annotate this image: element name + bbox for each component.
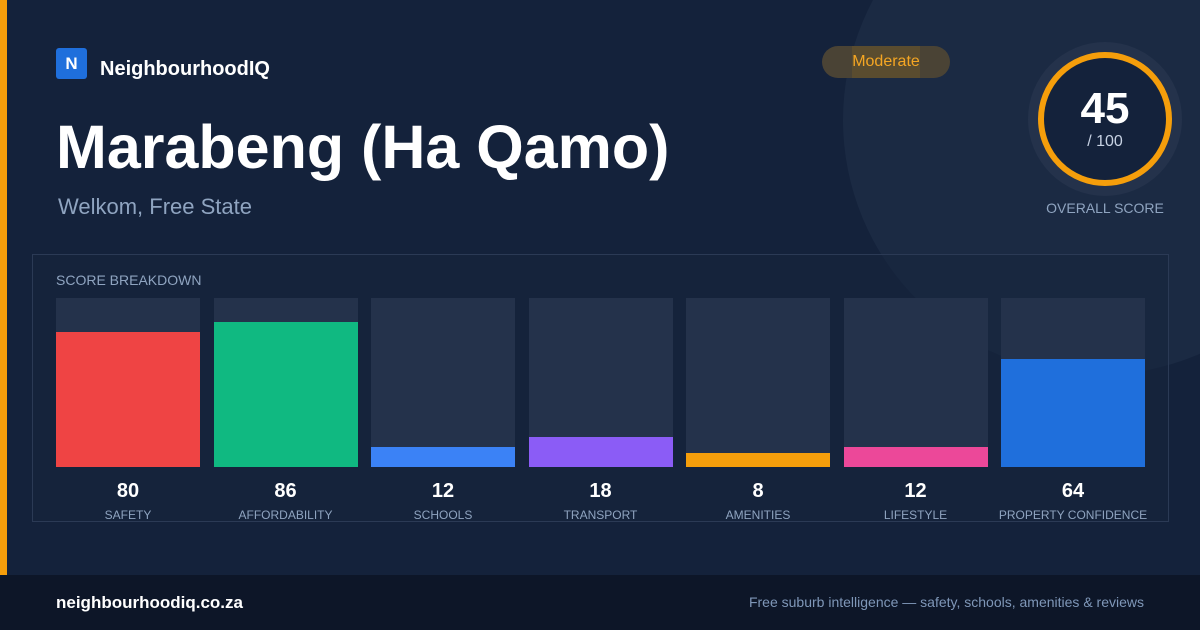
bar-fill [528, 437, 673, 467]
bar-value: 80 [116, 480, 140, 502]
bar-value: 12 [431, 480, 455, 502]
accent-bar [0, 0, 7, 575]
overall-score-value: 45 [1080, 84, 1130, 133]
bar-fill [213, 322, 358, 467]
bar-label: PROPERTY CONFIDENCE [998, 508, 1148, 522]
brand-name: NeighbourhoodIQ [100, 58, 270, 80]
bar-fill [56, 332, 200, 467]
bar-value: 8 [752, 480, 764, 502]
suburb-title: Marabeng (Ha Qamo) [56, 113, 670, 181]
suburb-location: Welkom, Free State [58, 194, 252, 219]
bar-fill [1001, 359, 1145, 467]
bar-value: 86 [274, 480, 297, 502]
bar-track [528, 298, 673, 467]
bar-label: AFFORDABILITY [238, 508, 333, 522]
bar-label: SCHOOLS [413, 508, 473, 522]
bar-track [843, 298, 988, 467]
bar-value: 18 [589, 480, 612, 502]
score-ring-arc [1038, 52, 1172, 186]
brand-logo[interactable]: N NeighbourhoodIQ [56, 46, 270, 81]
bar-track [56, 298, 200, 467]
footer: neighbourhoodiq.co.za Free suburb intell… [0, 575, 1200, 630]
bar-value: 64 [1061, 480, 1085, 502]
overall-score-max: / 100 [1087, 133, 1123, 150]
footer-url[interactable]: neighbourhoodiq.co.za [56, 593, 243, 612]
bar-track [686, 298, 830, 467]
bar-fill [371, 447, 515, 467]
rating-badge: Moderate [822, 46, 950, 78]
bar-track [371, 298, 515, 467]
bar-label: TRANSPORT [563, 508, 638, 522]
bar-fill [686, 453, 830, 467]
overall-score-ring: 45 / 100 [1028, 42, 1182, 196]
overall-score-label: OVERALL SCORE [1046, 200, 1164, 216]
logo-n-icon: N [56, 48, 87, 79]
bar-label: LIFESTYLE [883, 508, 948, 522]
footer-tagline: Free suburb intelligence — safety, schoo… [748, 594, 1144, 610]
bar-label: SAFETY [104, 508, 152, 522]
bar-fill [843, 447, 988, 467]
rating-badge-label: Moderate [852, 53, 920, 70]
bar-track [1001, 298, 1145, 467]
bar-label: AMENITIES [725, 508, 791, 522]
bar-value: 12 [904, 480, 927, 502]
breakdown-title: SCORE BREAKDOWN [56, 272, 202, 288]
score-ring-svg [1038, 52, 1172, 186]
score-breakdown-panel: SCORE BREAKDOWN 80 SAFETY 86 AFFORDABILITY 1… [32, 254, 1169, 522]
bar-track [213, 298, 358, 467]
